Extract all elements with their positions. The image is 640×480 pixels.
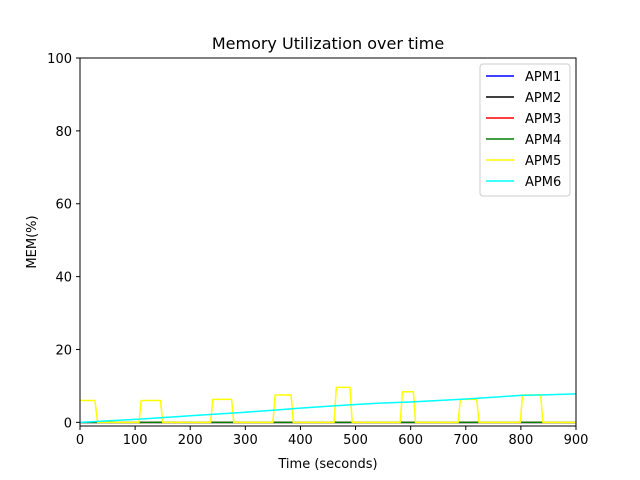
legend-label: APM4 [525, 133, 561, 148]
x-tick-label: 500 [343, 433, 368, 448]
y-tick-label: 60 [55, 198, 72, 213]
x-tick-label: 300 [233, 433, 258, 448]
x-axis-label: Time (seconds) [277, 457, 377, 472]
y-tick-label: 0 [64, 416, 72, 431]
legend-label: APM2 [525, 91, 561, 106]
y-axis: 0 20 40 60 80 100 [47, 52, 80, 431]
x-tick-label: 0 [76, 433, 84, 448]
y-tick-label: 80 [55, 125, 72, 140]
plot-frame [79, 57, 577, 427]
x-tick-label: 700 [453, 433, 478, 448]
legend-label: APM1 [525, 70, 561, 85]
x-tick-label: 200 [178, 433, 203, 448]
legend-label: APM6 [525, 175, 561, 190]
x-tick-label: 800 [508, 433, 533, 448]
series-layer [80, 386, 576, 424]
x-axis: 0 100 200 300 400 500 600 700 800 900 [76, 426, 589, 448]
series-line-apm6 [80, 393, 576, 424]
x-tick-label: 400 [288, 433, 313, 448]
y-axis-label: MEM(%) [25, 215, 40, 268]
x-tick-label: 900 [564, 433, 589, 448]
y-tick-label: 100 [47, 52, 72, 67]
y-tick-label: 40 [55, 271, 72, 286]
x-tick-label: 600 [398, 433, 423, 448]
chart-title: Memory Utilization over time [212, 34, 444, 53]
legend-label: APM5 [525, 154, 561, 169]
y-tick-label: 20 [55, 343, 72, 358]
legend-label: APM3 [525, 112, 561, 127]
legend: APM1 APM2 APM3 APM4 APM5 APM6 [479, 63, 571, 197]
series-line-apm5 [80, 386, 576, 424]
x-tick-label: 100 [123, 433, 148, 448]
